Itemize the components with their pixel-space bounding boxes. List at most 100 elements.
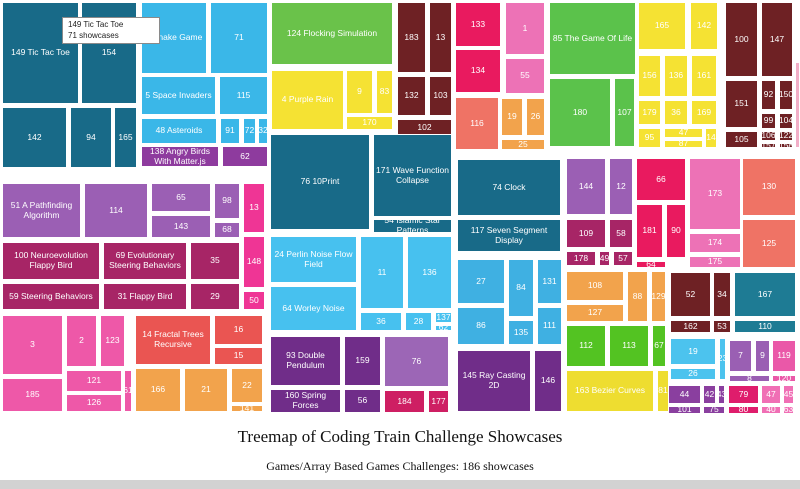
treemap-cell-pink-47-group[interactable]: 40 [761, 406, 781, 414]
treemap-cell-teal-167-group[interactable]: 167 [734, 272, 796, 317]
treemap-cell-orange-bottom-left[interactable]: 22 [231, 368, 263, 403]
treemap-cell-fractal-trees[interactable]: 16 [214, 315, 263, 345]
treemap-cell-double-pendulum[interactable]: 93 Double Pendulum [270, 336, 341, 386]
treemap-cell-purple-rain[interactable]: 4 Purple Rain [271, 70, 344, 130]
treemap-cell-maroon-right[interactable]: 104 [779, 113, 793, 129]
treemap-cell-pink-bottom-left[interactable]: 3 [2, 315, 63, 375]
treemap-cell-pink-bottom-left[interactable]: 61 [124, 370, 132, 412]
treemap-cell-snake-game[interactable]: 48 Asteroids [141, 118, 217, 144]
treemap-cell-magenta-109-group[interactable]: 57 [613, 251, 633, 266]
treemap-cell-purple-44-group[interactable]: 75 [703, 406, 725, 414]
treemap-cell-maroon-right[interactable]: 100 [725, 2, 758, 77]
treemap-cell-maroon-52-group[interactable]: 162 [670, 320, 711, 333]
treemap-cell-blue-19-group[interactable]: 26 [670, 368, 716, 380]
treemap-cell-orange-108-group[interactable]: 129 [651, 271, 666, 322]
treemap-cell-tic-tac-toe[interactable]: 165 [114, 107, 137, 168]
treemap-cell-orange-19-group[interactable]: 26 [526, 98, 545, 136]
treemap-cell-blue-27-group[interactable]: 131 [537, 259, 562, 304]
treemap-cell-crimson-184-group[interactable]: 184 [384, 390, 425, 413]
horizontal-scrollbar[interactable] [0, 480, 800, 489]
treemap-cell-maroon-right[interactable]: 92 [761, 80, 776, 110]
treemap-cell-orange-19-group[interactable]: 25 [501, 139, 545, 150]
treemap-cell-pink-bottom-left[interactable]: 2 [66, 315, 97, 367]
treemap-cell-pink-181-group[interactable]: 64 [636, 261, 666, 268]
treemap-cell-purple-44-group[interactable]: 42 [703, 385, 716, 404]
treemap-cell-bezier-curves[interactable]: 163 Bezier Curves [566, 370, 654, 412]
treemap-cell-purple-7-group[interactable]: 8 [729, 375, 770, 382]
treemap-cell-ray-casting[interactable]: 145 Ray Casting 2D [457, 350, 531, 412]
treemap-cell-game-of-life[interactable]: 180 [549, 78, 611, 147]
treemap-cell-orange-bottom-left[interactable]: 21 [184, 368, 228, 412]
treemap-cell-yellow-top-right[interactable]: 14 [705, 128, 717, 148]
treemap-cell-blue-27-group[interactable]: 27 [457, 259, 505, 304]
treemap-cell-salmon-116-group[interactable]: 116 [455, 97, 499, 150]
treemap-cell-maroon-52-group[interactable]: 53 [713, 320, 731, 333]
treemap-cell-perlin-noise[interactable]: 11 [360, 236, 404, 309]
treemap-cell-maroon-top[interactable]: 103 [429, 76, 452, 116]
treemap-cell-pink-bottom-left[interactable]: 123 [100, 315, 125, 367]
treemap-cell-purple-7-group[interactable]: 7 [729, 340, 752, 372]
treemap-cell-snake-game[interactable]: 71 [210, 2, 268, 74]
treemap-cell-ten-print[interactable]: 76 10Print [270, 134, 370, 230]
treemap-cell-angry-birds[interactable]: 138 Angry Birds With Matter.js [141, 146, 219, 167]
treemap-cell-clock[interactable]: 74 Clock [457, 159, 561, 216]
treemap-cell-crimson-184-group[interactable]: 177 [428, 390, 449, 413]
treemap-cell-magenta-109-group[interactable]: 58 [609, 219, 633, 248]
treemap-cell-green-112-group[interactable]: 113 [609, 325, 649, 367]
treemap-cell-pathfinding[interactable]: 65 [151, 183, 211, 212]
treemap-cell-teal-167-group[interactable]: 110 [734, 320, 796, 333]
treemap-cell-green-112-group[interactable]: 112 [566, 325, 606, 367]
treemap-cell-maroon-right[interactable]: 150 [779, 80, 793, 110]
treemap-cell-purple-44-group[interactable]: 43 [718, 385, 725, 404]
treemap-cell-hotpink-column[interactable]: 13 [243, 183, 265, 233]
treemap-cell-blue-19-group[interactable]: 19 [670, 338, 716, 365]
treemap-cell-maroon-top[interactable]: 132 [397, 76, 426, 116]
treemap-cell-purple-144-group[interactable]: 144 [566, 158, 606, 215]
treemap-cell-maroon-52-group[interactable]: 52 [670, 272, 711, 317]
treemap-cell-double-pendulum[interactable]: 56 [344, 389, 381, 413]
treemap-cell-orange-108-group[interactable]: 127 [566, 304, 624, 322]
treemap-cell-maroon-right[interactable]: 99 [761, 113, 776, 129]
treemap-cell-orange-108-group[interactable]: 88 [627, 271, 648, 322]
treemap-cell-pink-119-group[interactable]: 119 [772, 340, 796, 372]
treemap-cell-perlin-noise[interactable]: 62 [435, 325, 452, 331]
treemap-cell-pink-133-group[interactable]: 134 [455, 49, 501, 93]
treemap-cell-purple-44-group[interactable]: 44 [668, 385, 701, 404]
treemap-cell-pink-bottom-left[interactable]: 121 [66, 370, 122, 392]
treemap-cell-purple-rain[interactable]: 83 [376, 70, 393, 114]
treemap-cell-blue-27-group[interactable]: 84 [508, 259, 534, 317]
treemap-cell-salmon-130-group[interactable]: 125 [742, 219, 796, 268]
treemap-cell-purple-7-group[interactable]: 9 [755, 340, 770, 372]
treemap-cell-pink-bottom-left[interactable]: 185 [2, 378, 63, 412]
treemap-cell-maroon-right[interactable]: 158 [779, 143, 793, 148]
treemap-cell-clock[interactable]: 117 Seven Segment Display [457, 219, 561, 252]
treemap-cell-pink-47-group[interactable]: 63 [783, 406, 794, 414]
treemap-cell-salmon-130-group[interactable]: 130 [742, 158, 796, 216]
treemap-cell-tic-tac-toe[interactable]: 94 [70, 107, 112, 168]
treemap-cell-maroon-right[interactable]: 105 [725, 131, 758, 148]
treemap-cell-maroon-right[interactable]: 106 [761, 131, 776, 141]
treemap-cell-flappy-bird[interactable]: 100 Neuroevolution Flappy Bird [2, 242, 100, 280]
treemap-cell-perlin-noise[interactable]: 136 [407, 236, 452, 309]
treemap-cell-flocking-simulation[interactable]: 124 Flocking Simulation [271, 2, 393, 65]
treemap-cell-perlin-noise[interactable]: 64 Worley Noise [270, 286, 357, 331]
treemap-cell-magenta-109-group[interactable]: 49 [599, 251, 610, 266]
treemap-cell-pathfinding[interactable]: 51 A Pathfinding Algorithm [2, 183, 81, 238]
treemap-cell-flappy-bird[interactable]: 29 [190, 283, 240, 310]
treemap-cell-flappy-bird[interactable]: 69 Evolutionary Steering Behaviors [103, 242, 187, 280]
treemap-cell-pathfinding[interactable]: 68 [214, 222, 240, 238]
treemap-cell-perlin-noise[interactable]: 36 [360, 312, 402, 331]
treemap-cell-pink-bottom-left[interactable]: 126 [66, 394, 122, 412]
treemap-cell-yellow-top-right[interactable]: 156 [638, 55, 661, 97]
treemap-cell-pink-181-group[interactable]: 66 [636, 158, 686, 201]
treemap-cell-purple-76-group[interactable]: 76 [384, 336, 449, 387]
treemap-cell-orange-19-group[interactable]: 19 [501, 98, 523, 136]
treemap-cell-tic-tac-toe[interactable]: 142 [2, 107, 67, 168]
treemap-cell-edge-sliver[interactable] [795, 62, 800, 148]
treemap-cell-maroon-52-group[interactable]: 34 [713, 272, 731, 317]
treemap-cell-snake-game[interactable]: 91 [220, 118, 240, 144]
treemap-cell-game-of-life[interactable]: 107 [614, 78, 635, 147]
treemap-cell-crimson-79-group[interactable]: 79 [728, 385, 759, 404]
treemap-cell-magenta-109-group[interactable]: 109 [566, 219, 606, 248]
treemap-cell-yellow-top-right[interactable]: 161 [691, 55, 717, 97]
